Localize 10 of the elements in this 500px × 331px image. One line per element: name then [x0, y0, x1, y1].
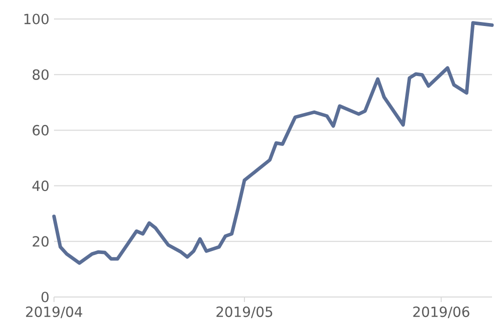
y-tick-label: 60 [32, 124, 49, 136]
y-tick-label: 100 [24, 14, 49, 24]
y-tick-label: 20 [32, 236, 49, 247]
line-series [52, 21, 494, 265]
x-tick-label: 2019/06 [413, 306, 470, 318]
y-tick-label: 40 [32, 180, 49, 192]
x-tick-label: 2019/05 [216, 306, 272, 318]
y-tick-label: 80 [32, 69, 49, 80]
x-tick-label: 2019/04 [26, 306, 82, 318]
y-tick-label: 0 [42, 292, 49, 302]
